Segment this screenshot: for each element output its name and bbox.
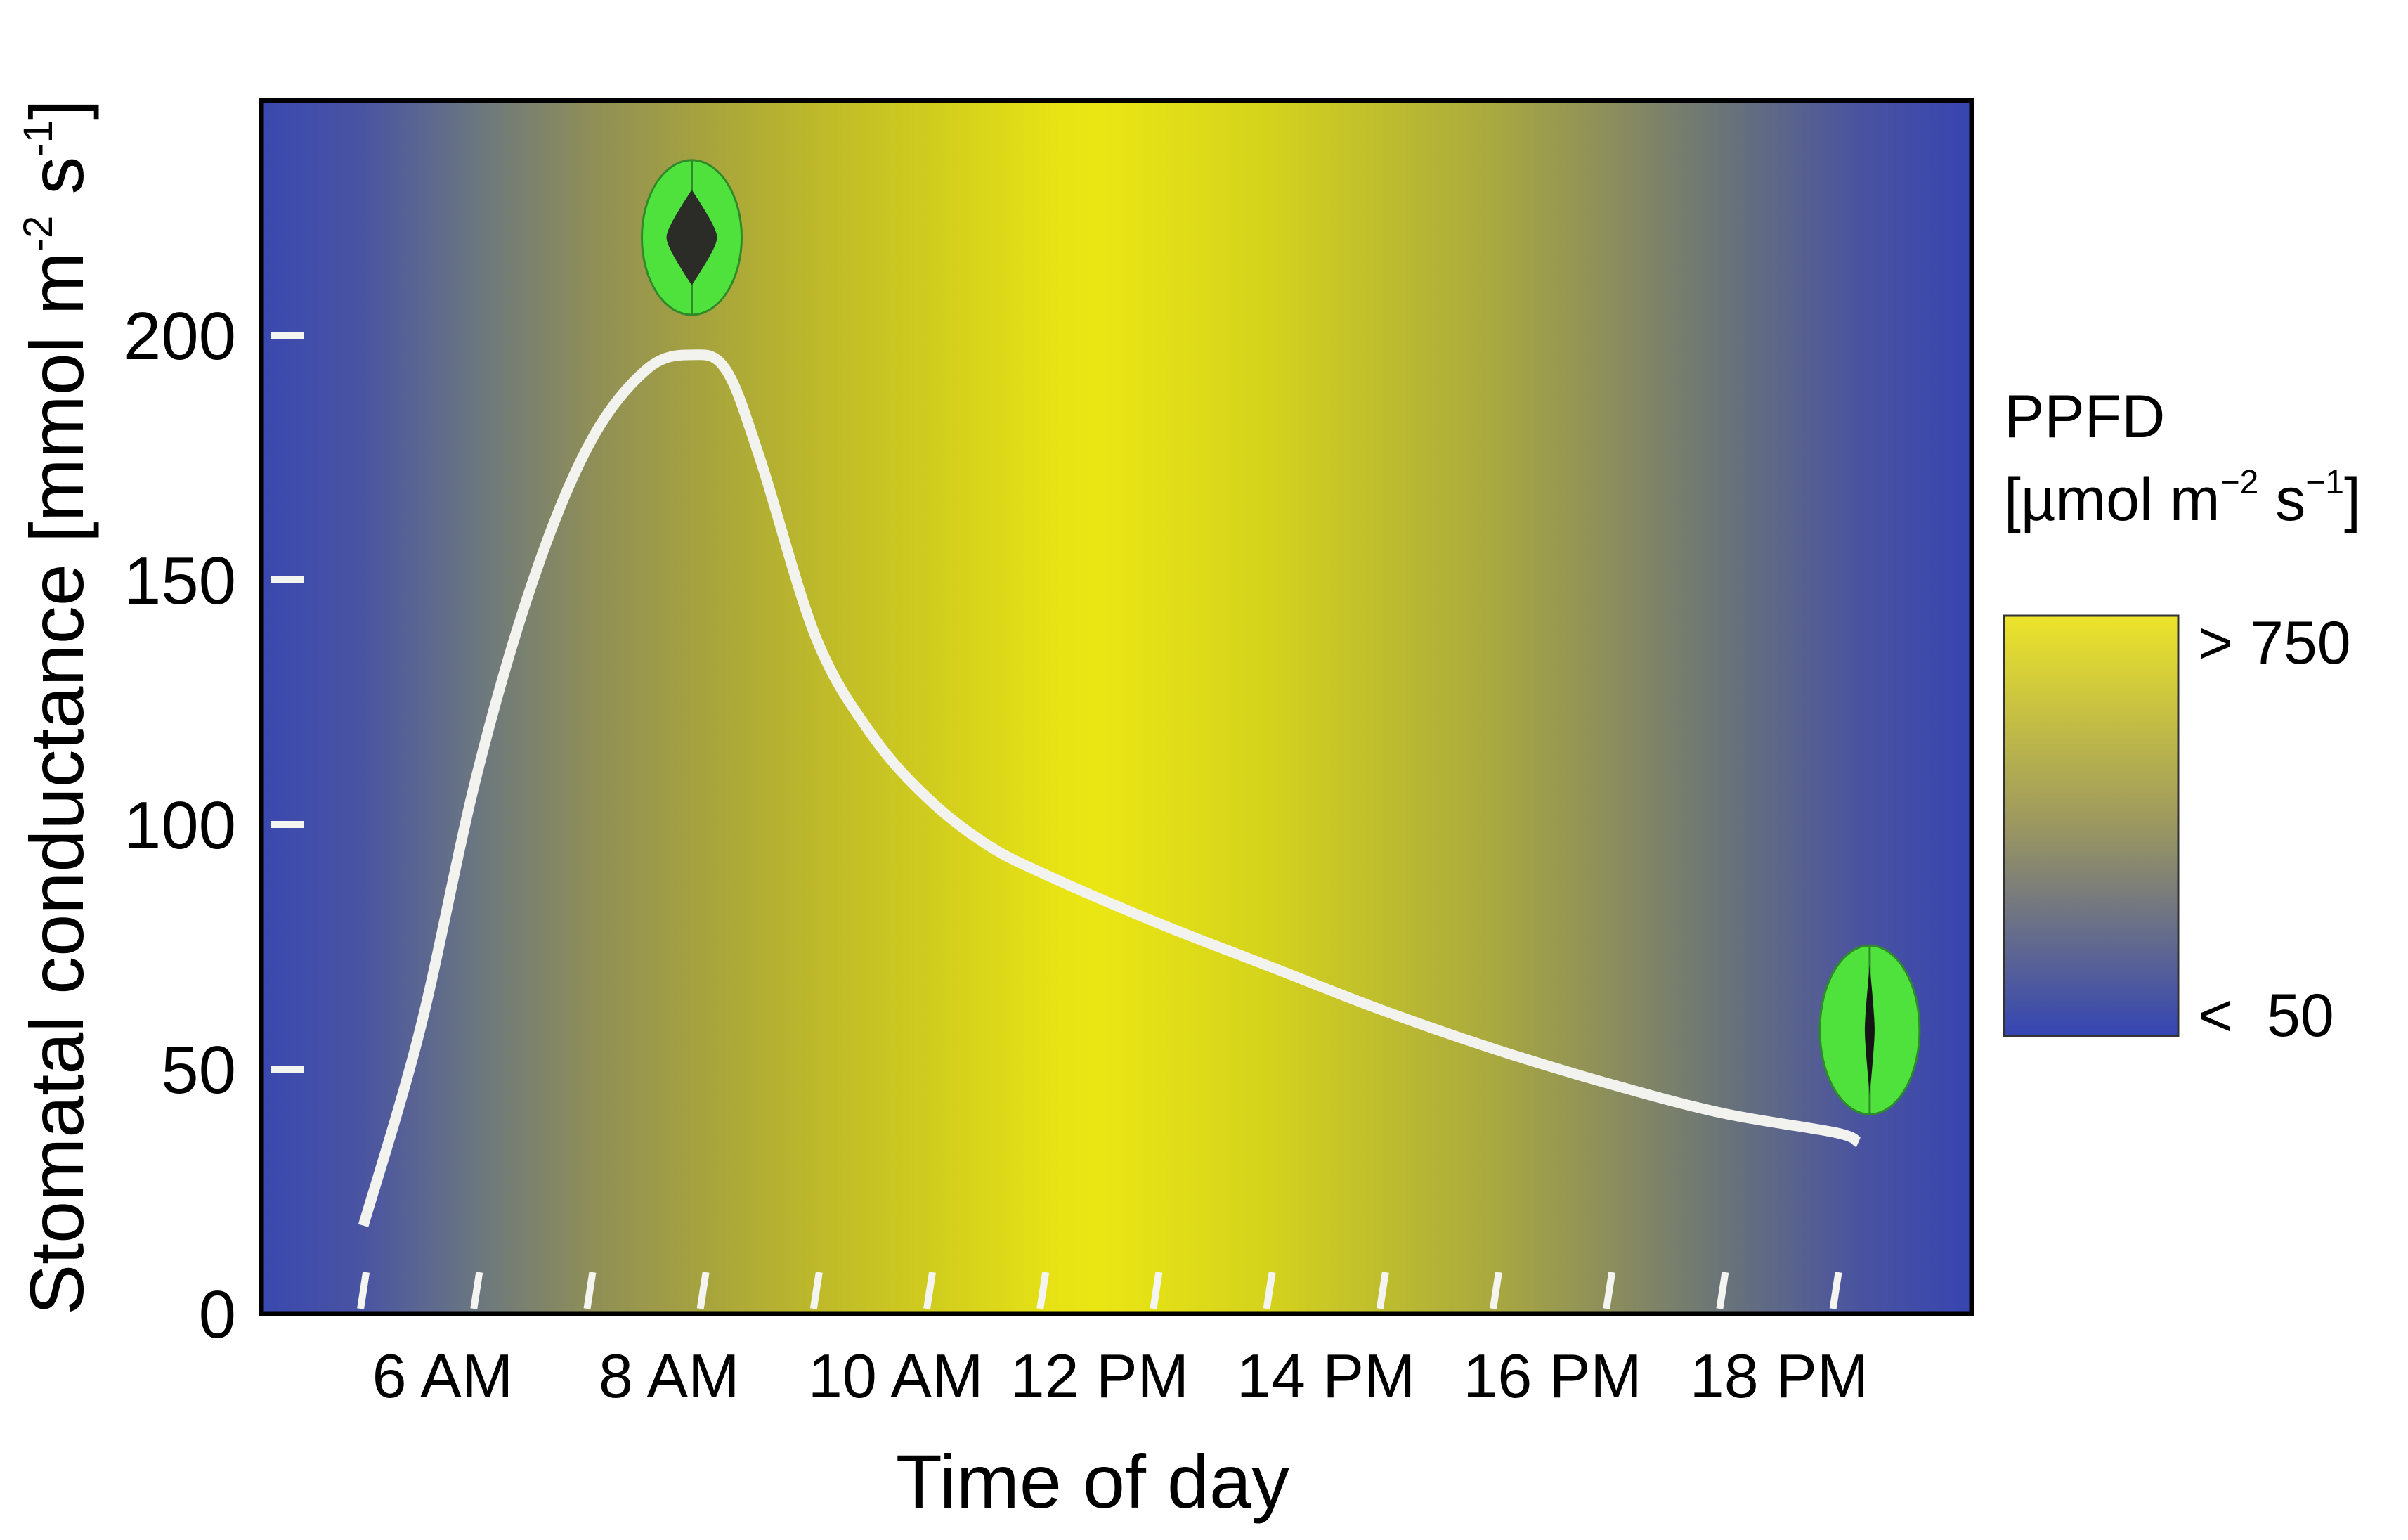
x-tick-17 [1716, 1272, 1729, 1309]
x-tick-label: 8 AM [599, 1341, 740, 1411]
x-tick-12 [1150, 1272, 1163, 1309]
plot-background [261, 101, 1972, 1314]
y-axis-tick-labels: 0 50 100 150 200 [124, 299, 236, 1352]
y-axis-ticks [271, 332, 304, 1073]
y-tick-label-100: 100 [124, 788, 236, 863]
y-tick-label-200: 200 [124, 299, 236, 374]
x-tick-9 [809, 1272, 823, 1309]
stoma-open-icon [641, 159, 743, 316]
x-tick-label: 14 PM [1237, 1341, 1415, 1411]
colorbar-gradient [2003, 614, 2180, 1037]
colorbar-high-label: > 750 [2198, 609, 2351, 677]
colorbar-title: PPFD [2004, 383, 2165, 451]
x-tick-5 [357, 1272, 370, 1309]
colorbar-low-label: < 50 [2198, 982, 2334, 1049]
x-tick-label: 12 PM [1010, 1341, 1189, 1411]
conductance-line [358, 349, 1861, 1227]
x-tick-label: 18 PM [1690, 1341, 1868, 1411]
x-tick-10 [923, 1272, 936, 1309]
x-tick-16 [1603, 1272, 1616, 1309]
x-tick-label: 6 AM [372, 1341, 514, 1411]
x-tick-14 [1376, 1272, 1389, 1309]
y-tick-label-50: 50 [161, 1033, 236, 1108]
colorbar-unit: [µmol m−2 s−1] [2004, 464, 2361, 533]
x-tick-8 [696, 1272, 710, 1309]
x-tick-6 [470, 1272, 483, 1309]
x-tick-15 [1490, 1272, 1502, 1309]
x-axis-ticks [357, 1272, 1842, 1309]
x-tick-label: 10 AM [808, 1341, 983, 1411]
plot-frame [259, 98, 1974, 1316]
x-axis-tick-labels: 6 AM 8 AM 10 AM 12 PM 14 PM 16 PM 18 PM [372, 1341, 1869, 1411]
x-tick-13 [1263, 1272, 1276, 1309]
x-tick-7 [583, 1272, 597, 1309]
x-axis-title: Time of day [896, 1439, 1289, 1524]
stoma-closed-icon [1818, 944, 1921, 1115]
x-tick-18 [1829, 1272, 1842, 1309]
y-tick-label-150: 150 [124, 543, 236, 619]
colorbar-legend: PPFD [µmol m−2 s−1] > 750 < 50 [2003, 383, 2361, 1049]
y-tick-label-0: 0 [199, 1277, 236, 1352]
y-axis-title: Stomatal conductance [mmol m-2 s-1] [14, 99, 99, 1315]
x-tick-label: 16 PM [1463, 1341, 1641, 1411]
x-tick-11 [1036, 1272, 1050, 1309]
